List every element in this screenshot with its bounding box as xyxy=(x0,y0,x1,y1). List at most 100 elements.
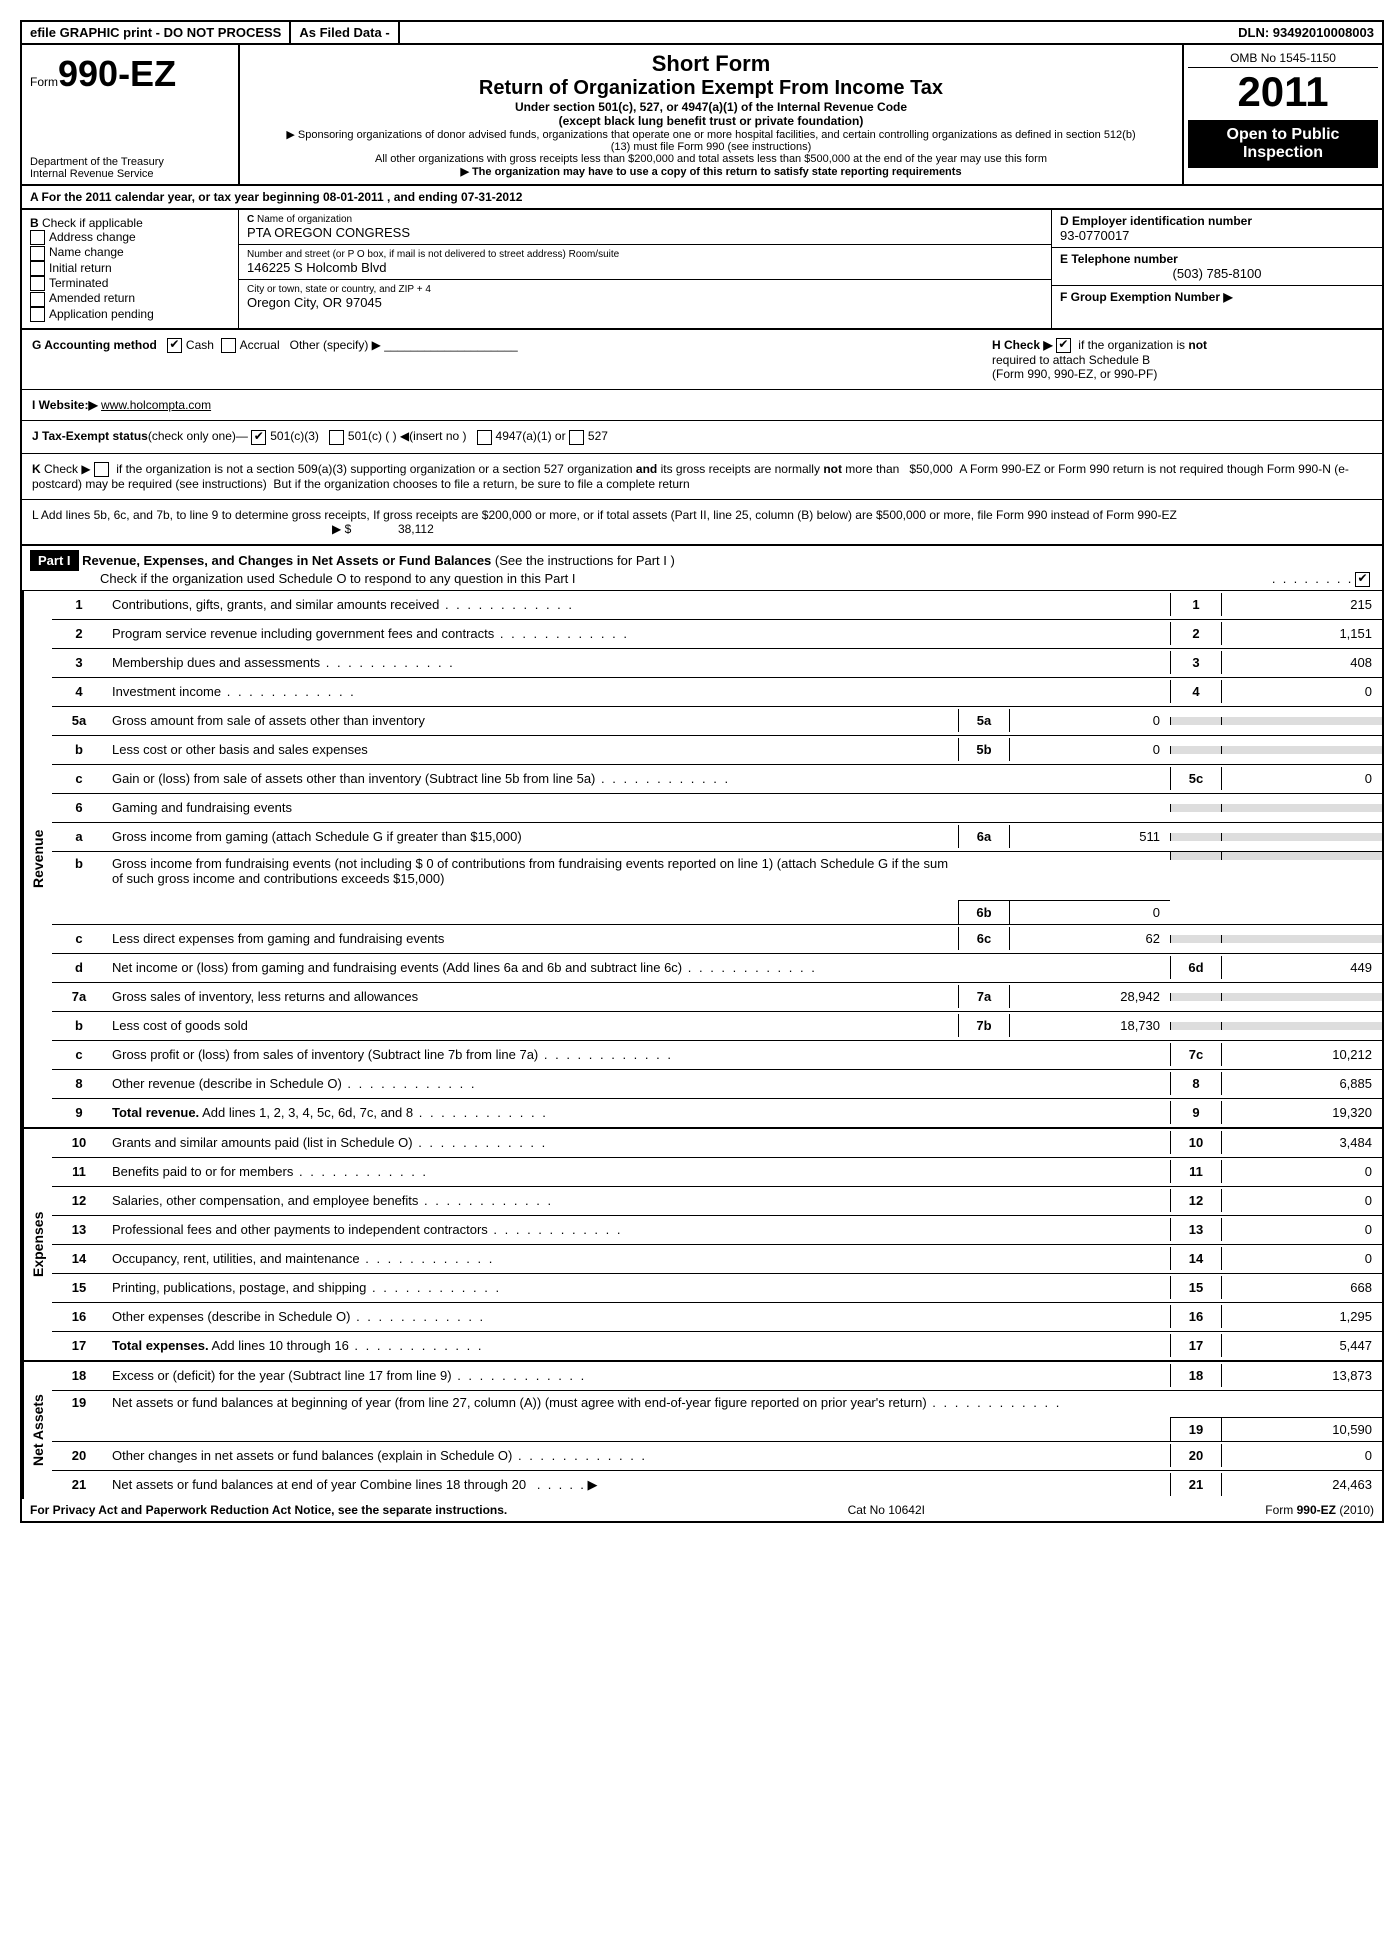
h-after: if the organization is xyxy=(1078,338,1185,352)
line-box-num: 16 xyxy=(1170,1305,1222,1328)
cb-cash[interactable] xyxy=(167,338,182,353)
section-l: L Add lines 5b, 6c, and 7b, to line 9 to… xyxy=(22,500,1382,546)
org-name: PTA OREGON CONGRESS xyxy=(247,225,1043,240)
line-num: b xyxy=(52,852,106,875)
grey-box xyxy=(1170,852,1222,860)
line-desc: Other changes in net assets or fund bala… xyxy=(106,1444,1170,1467)
4947: 4947(a)(1) or xyxy=(496,429,566,443)
line-val: 19,320 xyxy=(1222,1101,1382,1124)
part1-check: Check if the organization used Schedule … xyxy=(100,571,576,586)
grey-box xyxy=(1170,1022,1222,1030)
line-num: c xyxy=(52,767,106,790)
line-num: a xyxy=(52,825,106,848)
line-box-num: 5c xyxy=(1170,767,1222,790)
line-box-num: 15 xyxy=(1170,1276,1222,1299)
line-box-num: 6d xyxy=(1170,956,1222,979)
line-val: 5,447 xyxy=(1222,1334,1382,1357)
cb-527[interactable] xyxy=(569,430,584,445)
entity-block: B Check if applicable Address change Nam… xyxy=(22,210,1382,330)
h-not: not xyxy=(1188,338,1207,352)
terminated: Terminated xyxy=(49,276,108,290)
line-num: 4 xyxy=(52,680,106,703)
cb-initial[interactable] xyxy=(30,261,45,276)
h-text: H Check ▶ xyxy=(992,338,1053,352)
line-17: 17 Total expenses. Add lines 10 through … xyxy=(52,1332,1382,1360)
accrual: Accrual xyxy=(240,338,280,352)
line-box-num: 2 xyxy=(1170,622,1222,645)
e-label: E Telephone number xyxy=(1060,252,1374,266)
footer-formno: 990-EZ xyxy=(1297,1503,1336,1517)
cat-no: Cat No 10642I xyxy=(848,1503,925,1517)
line-desc: Gross sales of inventory, less returns a… xyxy=(106,985,958,1008)
under-section: Under section 501(c), 527, or 4947(a)(1)… xyxy=(280,100,1142,114)
sub-val: 18,730 xyxy=(1009,1014,1170,1037)
open-public: Open to Public Inspection xyxy=(1188,120,1378,168)
line-desc: Other expenses (describe in Schedule O) xyxy=(106,1305,1170,1328)
line-16: 16 Other expenses (describe in Schedule … xyxy=(52,1303,1382,1332)
line-desc: Less cost or other basis and sales expen… xyxy=(106,738,958,761)
line-9: 9 Total revenue. Add lines 1, 2, 3, 4, 5… xyxy=(52,1099,1382,1127)
cb-pending[interactable] xyxy=(30,307,45,322)
line-box-num: 17 xyxy=(1170,1334,1222,1357)
line-7a: 7a Gross sales of inventory, less return… xyxy=(52,983,1382,1012)
cb-k[interactable] xyxy=(94,462,109,477)
cb-accrual[interactable] xyxy=(221,338,236,353)
line-desc: Gross income from fundraising events (no… xyxy=(106,852,958,890)
line-box-num: 18 xyxy=(1170,1364,1222,1387)
cb-terminated[interactable] xyxy=(30,276,45,291)
line-desc: Other revenue (describe in Schedule O) xyxy=(106,1072,1170,1095)
line-val: 408 xyxy=(1222,651,1382,674)
part1-label: Part I xyxy=(30,550,79,571)
line-20: 20 Other changes in net assets or fund b… xyxy=(52,1442,1382,1471)
line-num: c xyxy=(52,927,106,950)
section-i: I Website:▶ www.holcompta.com xyxy=(22,390,1382,421)
line-desc: Net assets or fund balances at end of ye… xyxy=(106,1473,1170,1497)
line-box-num: 4 xyxy=(1170,680,1222,703)
grey-val xyxy=(1222,746,1382,754)
topbar: efile GRAPHIC print - DO NOT PROCESS As … xyxy=(22,22,1382,45)
as-filed: As Filed Data - xyxy=(291,22,399,43)
grey-val xyxy=(1222,852,1382,860)
line-num: 13 xyxy=(52,1218,106,1241)
cb-amended[interactable] xyxy=(30,292,45,307)
line-6b: b Gross income from fundraising events (… xyxy=(52,852,1382,925)
l-val: 38,112 xyxy=(398,522,434,536)
line-val: 0 xyxy=(1222,680,1382,703)
line-num: 21 xyxy=(52,1473,106,1496)
cash: Cash xyxy=(186,338,214,352)
line-val: 1,295 xyxy=(1222,1305,1382,1328)
line-5b: b Less cost or other basis and sales exp… xyxy=(52,736,1382,765)
line-desc: Contributions, gifts, grants, and simila… xyxy=(106,593,1170,616)
line-num: 10 xyxy=(52,1131,106,1154)
ein: 93-0770017 xyxy=(1060,228,1374,243)
cb-address[interactable] xyxy=(30,230,45,245)
cb-4947[interactable] xyxy=(477,430,492,445)
cb-part1[interactable] xyxy=(1355,572,1370,587)
cb-name[interactable] xyxy=(30,246,45,261)
d-label: D Employer identification number xyxy=(1060,214,1374,228)
i-label: I Website:▶ xyxy=(32,398,98,412)
line-13: 13 Professional fees and other payments … xyxy=(52,1216,1382,1245)
sub-val: 62 xyxy=(1009,927,1170,950)
line-desc: Less cost of goods sold xyxy=(106,1014,958,1037)
line-box-num: 9 xyxy=(1170,1101,1222,1124)
cb-501c[interactable] xyxy=(329,430,344,445)
header-left: Form990-EZ Department of the Treasury In… xyxy=(22,45,240,184)
line-num: 15 xyxy=(52,1276,106,1299)
cb-h[interactable] xyxy=(1056,338,1071,353)
section-j: J Tax-Exempt status(check only one)— 501… xyxy=(22,421,1382,453)
cb-501c3[interactable] xyxy=(251,430,266,445)
omb: OMB No 1545-1150 xyxy=(1188,49,1378,68)
revenue-side: Revenue xyxy=(22,591,52,1127)
except: (except black lung benefit trust or priv… xyxy=(280,114,1142,128)
sub-num: 7a xyxy=(958,985,1009,1008)
website[interactable]: www.holcompta.com xyxy=(101,398,211,412)
line-desc: Total expenses. Add lines 10 through 16 xyxy=(106,1334,1170,1357)
line-num: b xyxy=(52,738,106,761)
line-desc: Excess or (deficit) for the year (Subtra… xyxy=(106,1364,1170,1387)
line-5a: 5a Gross amount from sale of assets othe… xyxy=(52,707,1382,736)
amended: Amended return xyxy=(49,291,135,305)
city-label: City or town, state or country, and ZIP … xyxy=(247,284,1043,295)
section-gh: G Accounting method Cash Accrual Other (… xyxy=(22,330,1382,390)
privacy: For Privacy Act and Paperwork Reduction … xyxy=(30,1503,507,1517)
